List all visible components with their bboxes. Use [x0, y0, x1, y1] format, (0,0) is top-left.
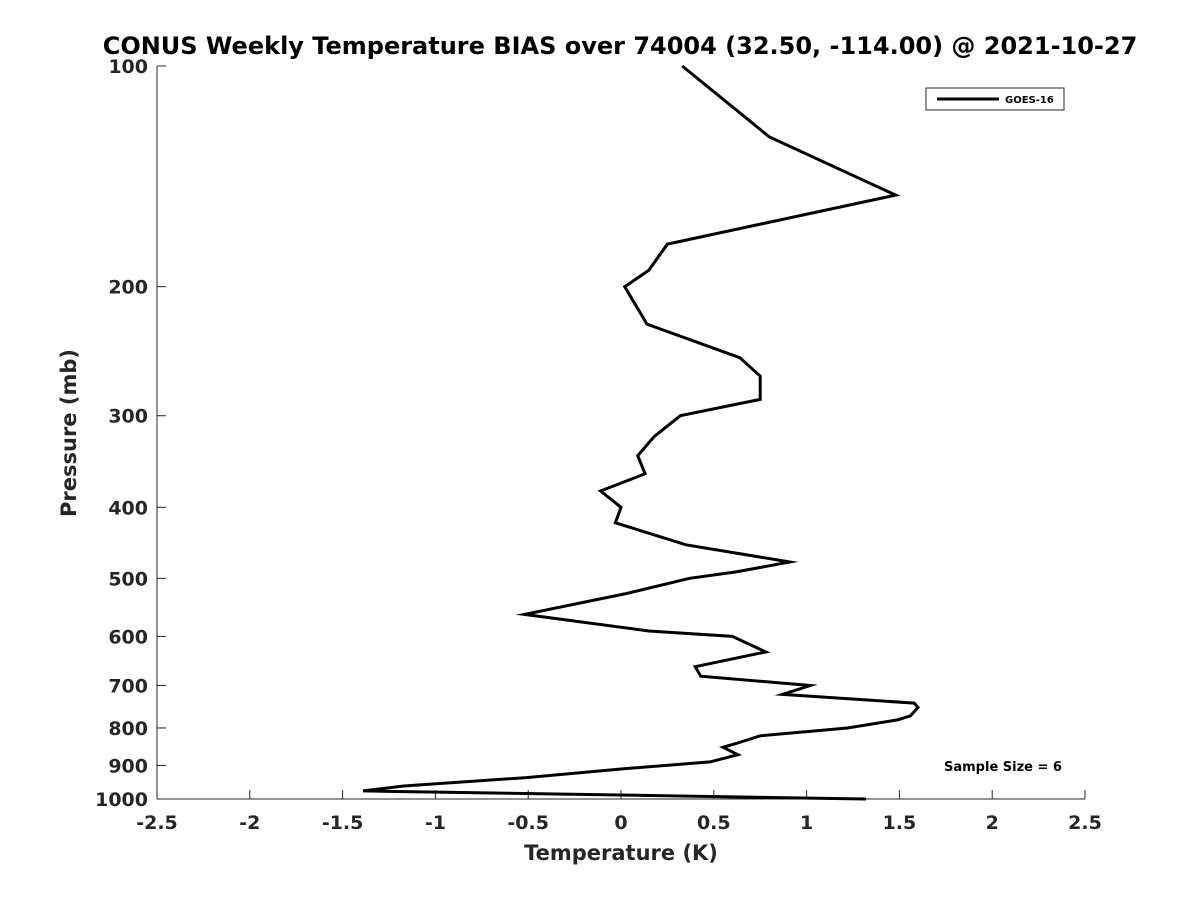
y-tick-label: 700 — [108, 675, 148, 697]
y-tick-label: 800 — [108, 718, 148, 740]
x-tick-label: -2.5 — [136, 812, 178, 834]
y-tick-label: 500 — [108, 568, 148, 590]
x-axis-label: Temperature (K) — [524, 841, 718, 865]
y-axis-label: Pressure (mb) — [57, 349, 81, 517]
series-layer — [362, 64, 921, 801]
y-ticks: 100 200 300 400 500 600 700 800 900 1000 — [95, 56, 166, 811]
x-tick-label: 0.5 — [697, 812, 731, 834]
y-tick-label: 1000 — [95, 789, 148, 811]
x-tick-label: 1.5 — [883, 812, 917, 834]
x-ticks: -2.5 -2 -1.5 -1 -0.5 0 0.5 1 1.5 2 2.5 — [136, 790, 1102, 834]
x-tick-label: -1 — [425, 812, 446, 834]
series-line-goes-16 — [362, 64, 921, 801]
legend: GOES-16 — [925, 87, 1065, 111]
x-tick-label: 1 — [800, 812, 813, 834]
y-tick-label: 100 — [108, 56, 148, 78]
x-tick-label: -2 — [239, 812, 260, 834]
x-tick-label: 2 — [986, 812, 999, 834]
chart-title: CONUS Weekly Temperature BIAS over 74004… — [103, 32, 1138, 60]
plot-area: -2.5 -2 -1.5 -1 -0.5 0 0.5 1 1.5 2 2.5 100 200 300 40… — [95, 56, 1102, 834]
y-tick-label: 200 — [108, 277, 148, 299]
x-tick-label: 0 — [614, 812, 627, 834]
y-tick-label: 300 — [108, 406, 148, 428]
y-tick-label: 600 — [108, 626, 148, 648]
legend-label-goes-16: GOES-16 — [1005, 95, 1054, 106]
x-tick-label: 2.5 — [1068, 812, 1102, 834]
y-tick-label: 400 — [108, 497, 148, 519]
x-tick-label: -0.5 — [507, 812, 549, 834]
y-tick-label: 900 — [108, 755, 148, 777]
x-tick-label: -1.5 — [322, 812, 364, 834]
sample-size-annotation: Sample Size = 6 — [944, 760, 1062, 775]
